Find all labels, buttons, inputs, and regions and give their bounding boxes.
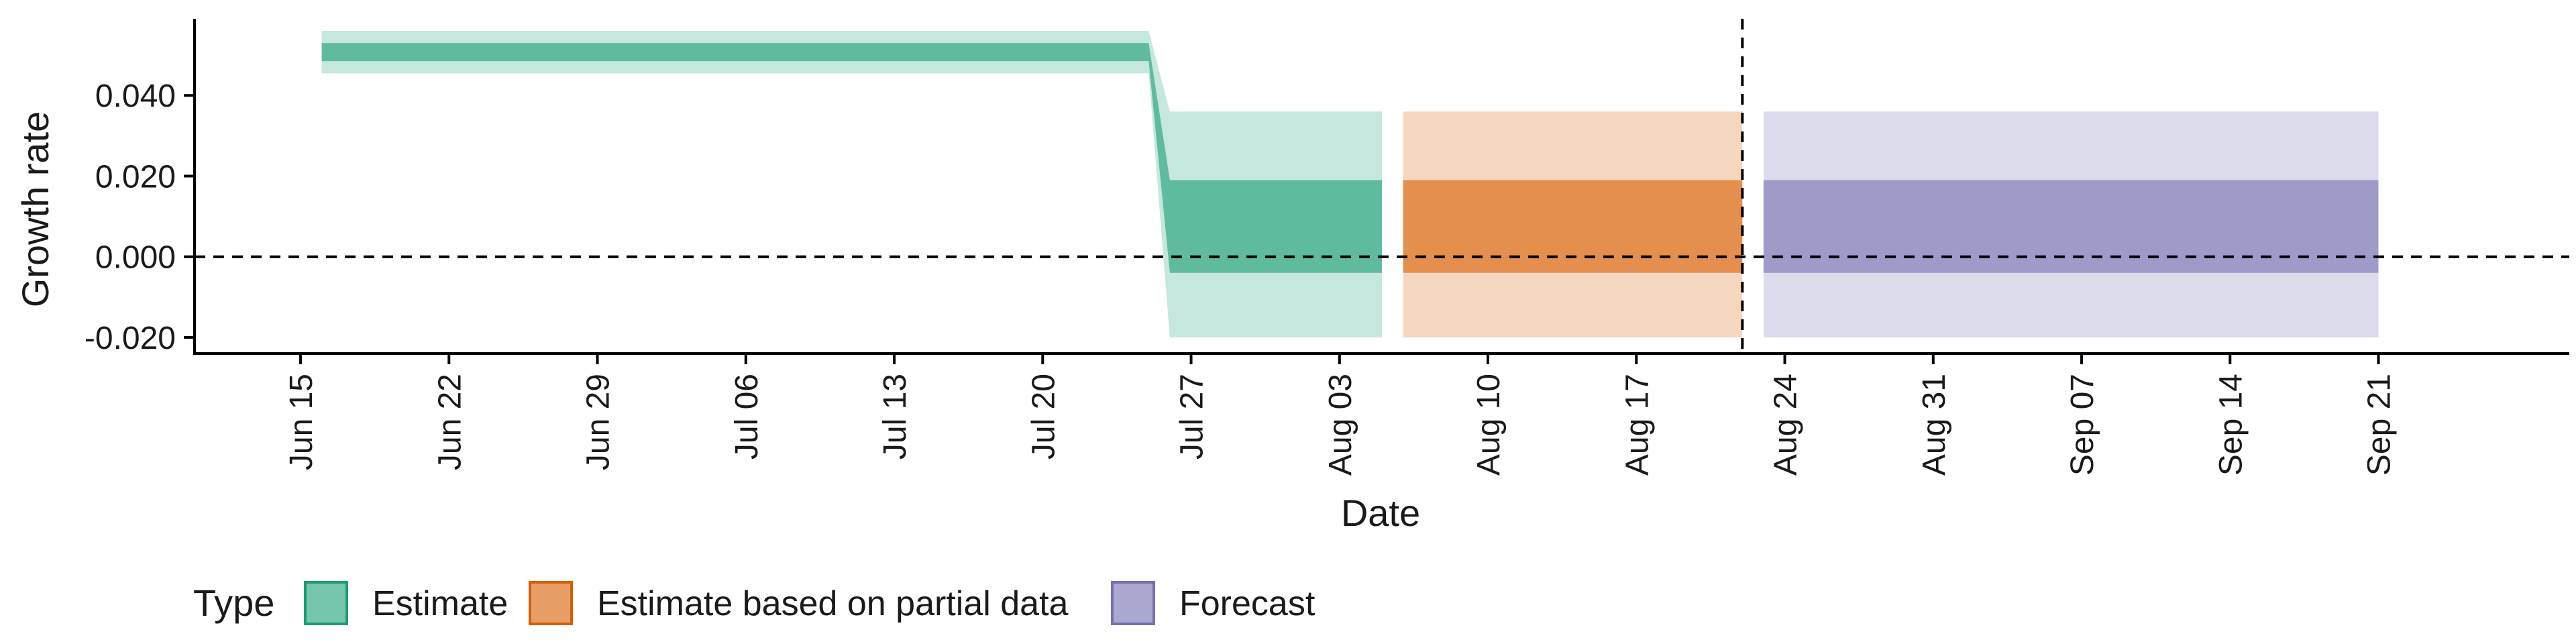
legend-item: Estimate — [304, 581, 508, 625]
legend-label: Forecast — [1179, 584, 1316, 623]
x-tick-label: Aug 31 — [1917, 374, 1952, 476]
ribbon-50-estimate — [321, 43, 1383, 273]
x-tick-label: Sep 21 — [2362, 374, 2398, 476]
legend-item: Forecast — [1111, 581, 1316, 625]
y-axis-title: Growth rate — [14, 111, 56, 308]
legend-label: Estimate — [372, 584, 508, 623]
x-tick-label: Jun 29 — [581, 374, 616, 470]
x-axis-title: Date — [1341, 492, 1420, 534]
x-tick-label: Jul 27 — [1175, 374, 1210, 460]
y-tick-label: 0.020 — [95, 159, 176, 195]
x-tick-label: Aug 03 — [1323, 374, 1358, 476]
legend-label: Estimate based on partial data — [597, 584, 1069, 623]
ribbon-50-forecast — [1763, 180, 2379, 273]
x-tick-label: Sep 14 — [2213, 374, 2249, 476]
x-tick-label: Jun 22 — [432, 374, 468, 470]
legend-swatch — [529, 581, 573, 625]
y-tick-label: 0.000 — [95, 240, 176, 276]
ribbon-layer — [321, 31, 2379, 338]
x-tick-label: Aug 10 — [1471, 374, 1507, 476]
ribbon-50-estimate-based-on-partial-data — [1403, 180, 1743, 273]
x-tick-label: Jun 15 — [284, 374, 319, 470]
x-tick-label: Jul 06 — [729, 374, 765, 460]
y-tick-label: -0.020 — [85, 321, 176, 356]
legend-title: Type — [193, 582, 274, 624]
y-tick-label: 0.040 — [95, 78, 176, 114]
x-tick-label: Jul 13 — [877, 374, 913, 460]
legend-item: Estimate based on partial data — [529, 581, 1069, 625]
x-tick-label: Jul 20 — [1026, 374, 1061, 460]
x-tick-label: Aug 24 — [1768, 374, 1804, 476]
x-tick-label: Sep 07 — [2065, 374, 2100, 476]
axes-layer: -0.020 0.000 0.020 0.040 Jun 15 Jun 22 Jun 29 J… — [85, 19, 2569, 476]
legend-swatch — [304, 581, 348, 625]
reference-line-layer — [195, 19, 2569, 354]
x-tick-label: Aug 17 — [1619, 374, 1655, 476]
legend-items: Estimate Estimate based on partial data Fo… — [304, 581, 1316, 625]
legend-swatch — [1111, 581, 1155, 625]
legend: Type Estimate Estimate based on partial d… — [193, 581, 1316, 625]
